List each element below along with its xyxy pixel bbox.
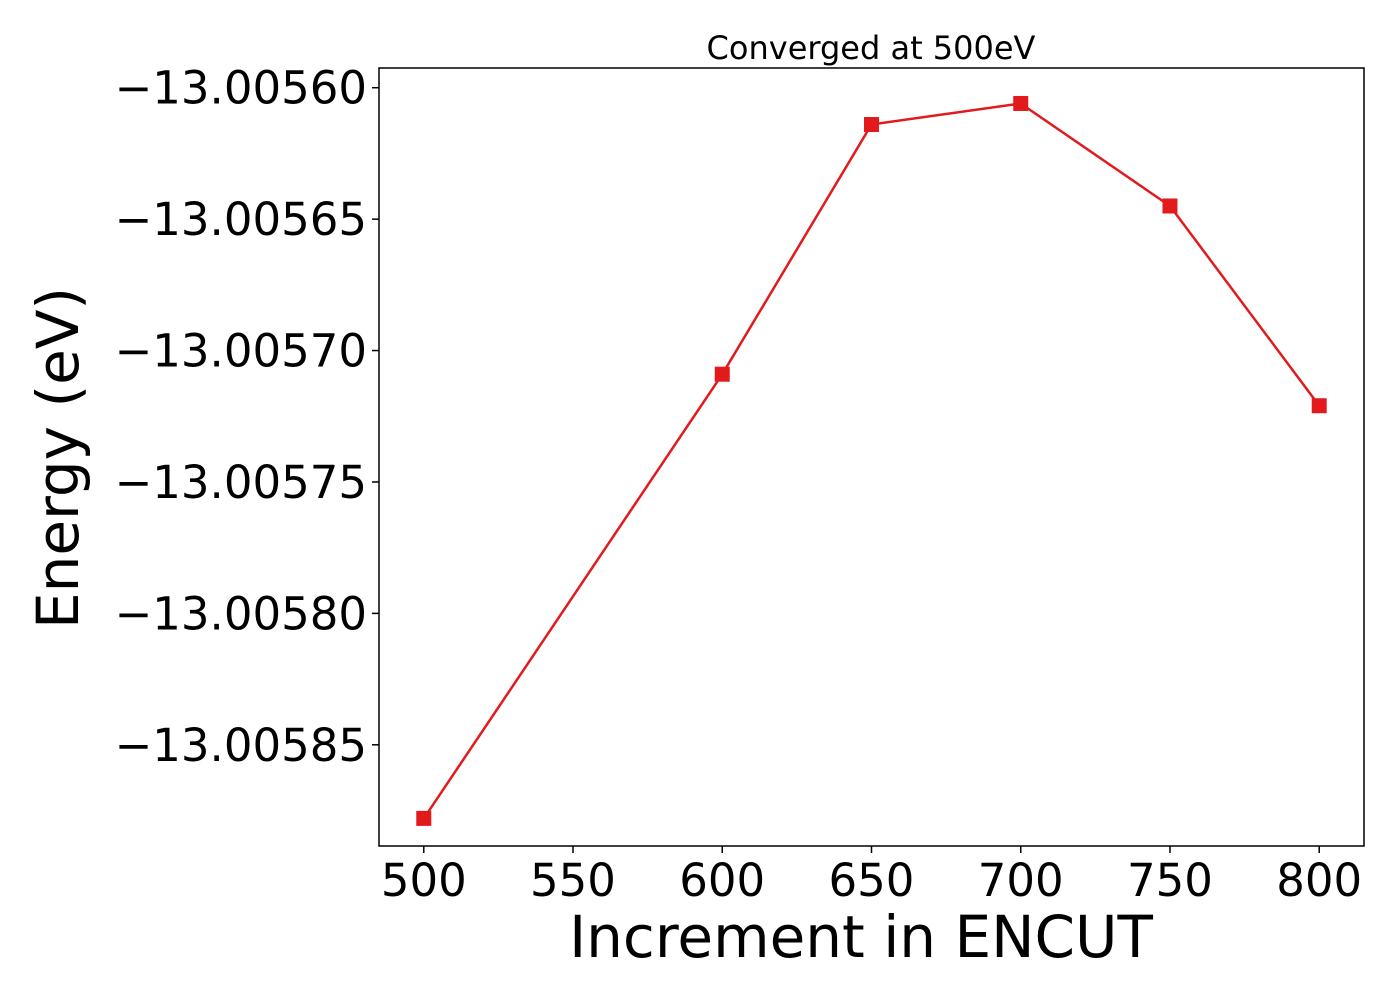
data-point-marker (1013, 95, 1029, 111)
series-energy (416, 95, 1327, 826)
x-tick-label: 800 (1276, 854, 1362, 907)
x-tick-label: 650 (829, 854, 915, 907)
data-point-marker (1162, 198, 1178, 214)
x-tick-label: 600 (679, 854, 765, 907)
y-tick-label: −13.00575 (115, 456, 367, 509)
y-tick-label: −13.00565 (115, 193, 367, 246)
data-point-marker (714, 366, 730, 382)
series-line (422, 102, 1321, 820)
y-axis-label: Energy (eV) (24, 287, 92, 629)
chart-title: Converged at 500eV (707, 29, 1036, 67)
x-tick-label: 500 (381, 854, 467, 907)
x-axis-label: Increment in ENCUT (569, 903, 1153, 971)
y-tick-label: −13.00585 (115, 719, 367, 772)
axes-frame (378, 67, 1365, 847)
y-tick-label: −13.00560 (115, 62, 367, 115)
plot-area (378, 67, 1365, 847)
data-point-marker (864, 117, 879, 133)
x-tick-label: 700 (978, 854, 1064, 907)
x-axis-ticks: 500 550 600 650 700 750 800 (381, 846, 1362, 907)
y-tick-label: −13.00570 (115, 325, 367, 378)
data-point-marker (416, 810, 432, 826)
x-tick-label: 750 (1127, 854, 1213, 907)
data-point-marker (1311, 398, 1327, 414)
x-tick-label: 550 (530, 854, 616, 907)
y-axis-ticks: −13.00560 −13.00565 −13.00570 −13.00575 −13.… (115, 62, 379, 772)
y-tick-label: −13.00580 (115, 587, 367, 640)
